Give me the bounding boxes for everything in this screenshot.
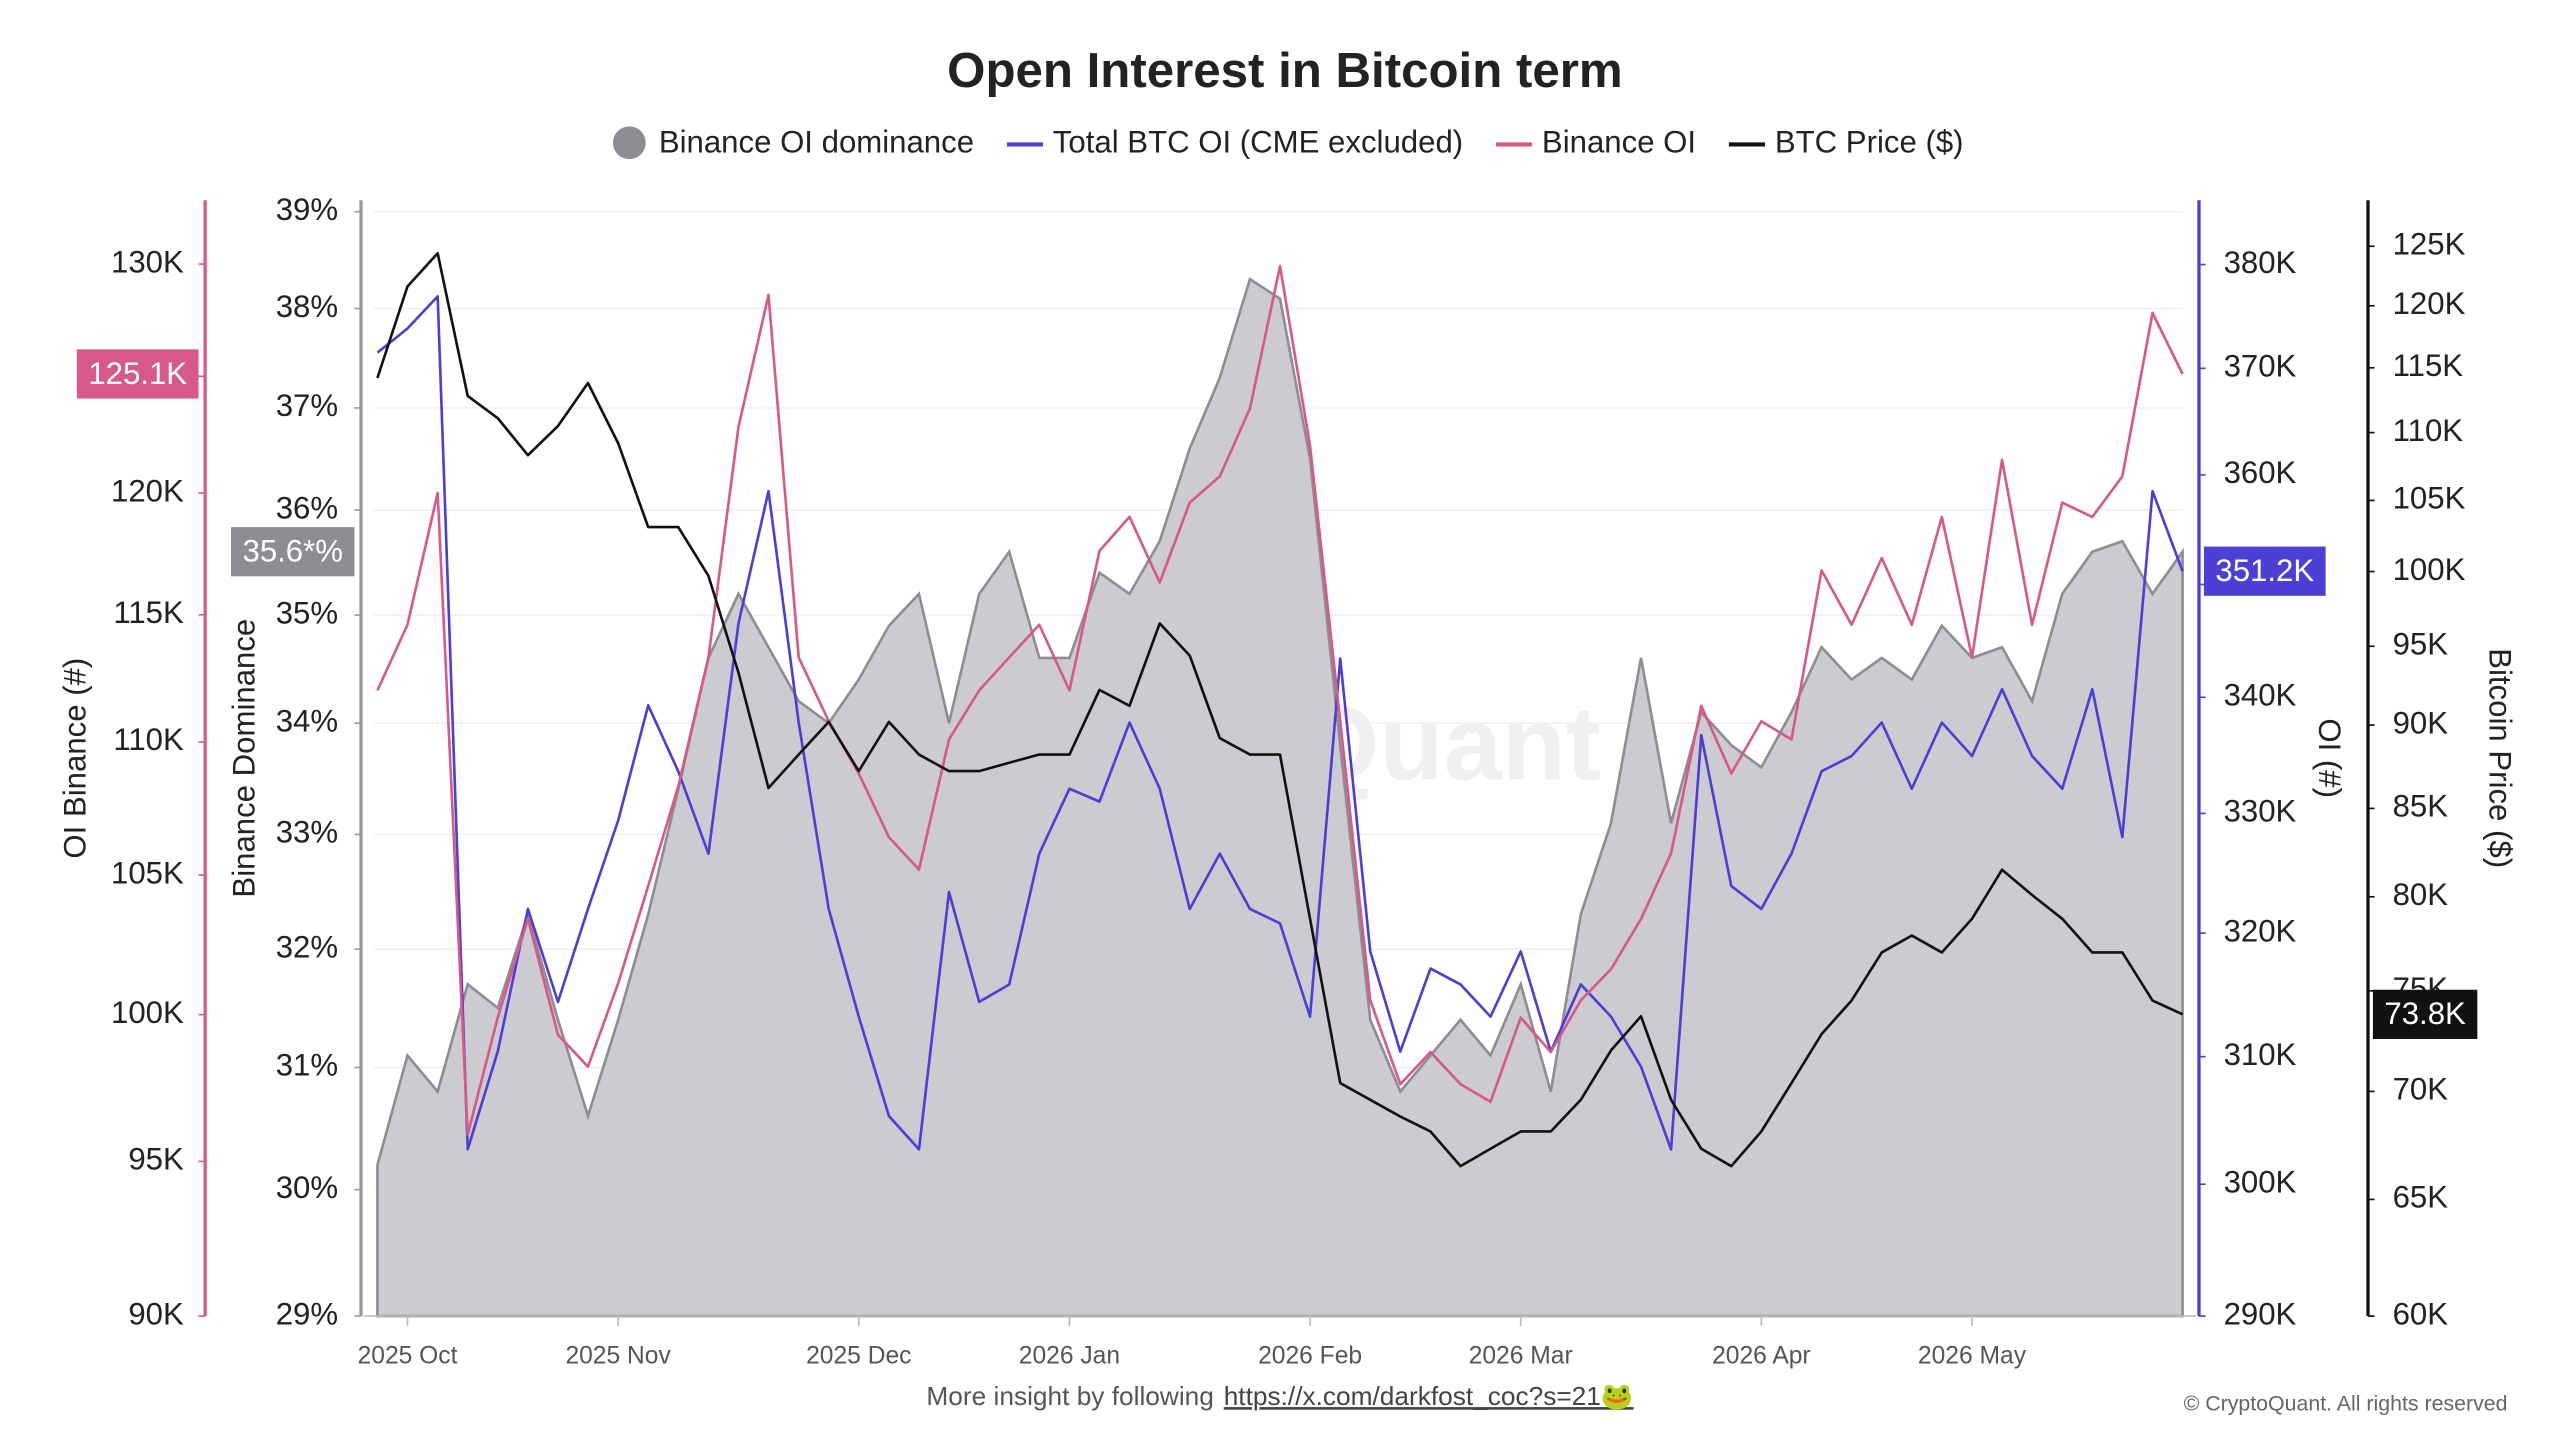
axes: 2025 Oct 2025 Nov 2025 Dec 2026 Jan 2026 Feb… bbox=[57, 192, 2517, 1370]
y-tick-label: 38% bbox=[276, 289, 338, 324]
x-tick-label: 2026 Feb bbox=[1258, 1343, 1362, 1370]
y-tick-label: 29% bbox=[276, 1296, 338, 1331]
y-tick-label: 65K bbox=[2393, 1180, 2449, 1215]
end-label-box bbox=[231, 527, 355, 577]
end-label: 125.1K bbox=[76, 349, 199, 399]
end-label-text: 351.2K bbox=[2215, 553, 2314, 588]
y-tick-label: 35% bbox=[276, 595, 338, 630]
x-tick-label: 2026 May bbox=[1918, 1343, 2027, 1370]
y-tick-label: 95K bbox=[2393, 627, 2449, 662]
legend-label: Total BTC OI (CME excluded) bbox=[1053, 125, 1463, 160]
y-tick-label: 100K bbox=[2393, 552, 2466, 587]
end-label-text: 35.6*% bbox=[243, 534, 343, 569]
end-label-box bbox=[2203, 546, 2326, 596]
end-label-text: 73.8K bbox=[2384, 996, 2466, 1031]
y-tick-label: 290K bbox=[2224, 1296, 2297, 1331]
y-tick-label: 90K bbox=[2393, 705, 2449, 740]
y-axis-title: Binance Dominance bbox=[226, 619, 261, 898]
y-tick-label: 31% bbox=[276, 1048, 338, 1083]
y-tick-label: 105K bbox=[111, 855, 184, 890]
y-axis-title: OI Binance (#) bbox=[57, 658, 92, 859]
y-tick-label: 37% bbox=[276, 388, 338, 423]
footer-link[interactable]: https://x.com/darkfost_coc?s=21🐸 bbox=[1224, 1381, 1634, 1411]
series-line bbox=[376, 251, 2184, 1168]
series-line bbox=[376, 264, 2184, 1136]
copyright: © CryptoQuant. All rights reserved bbox=[2184, 1391, 2508, 1415]
footer: More insight by following https://x.com/d… bbox=[926, 1381, 1633, 1411]
end-label-box bbox=[76, 349, 199, 399]
y-tick-label: 39% bbox=[276, 192, 338, 227]
legend-label: Binance OI bbox=[1542, 125, 1696, 160]
legend-label: Binance OI dominance bbox=[659, 125, 974, 160]
y-tick-label: 32% bbox=[276, 929, 338, 964]
end-label: 73.8K bbox=[2372, 989, 2478, 1039]
y-tick-label: 110K bbox=[2393, 413, 2464, 448]
y-tick-label: 105K bbox=[2393, 481, 2466, 516]
y-axis-title: Bitcoin Price ($) bbox=[2482, 648, 2517, 868]
y-tick-label: 30% bbox=[276, 1170, 338, 1205]
end-label-box bbox=[2372, 989, 2478, 1039]
y-tick-label: 360K bbox=[2224, 455, 2297, 490]
y-tick-label: 33% bbox=[276, 815, 338, 850]
chart-title: Open Interest in Bitcoin term bbox=[947, 43, 1622, 98]
y-tick-label: 330K bbox=[2224, 794, 2297, 829]
y-axis-title: OI (#) bbox=[2312, 718, 2347, 798]
y-tick-label: 100K bbox=[111, 995, 184, 1030]
y-tick-label: 115K bbox=[113, 595, 184, 630]
y-tick-label: 60K bbox=[2393, 1296, 2449, 1331]
end-label-text: 125.1K bbox=[88, 356, 187, 391]
x-tick-label: 2025 Oct bbox=[358, 1343, 458, 1370]
x-tick-label: 2026 Apr bbox=[1712, 1343, 1811, 1370]
y-tick-label: 70K bbox=[2393, 1072, 2449, 1107]
y-tick-label: 90K bbox=[128, 1296, 184, 1331]
y-tick-label: 120K bbox=[111, 473, 184, 508]
footer-text: More insight by following bbox=[926, 1381, 1213, 1411]
y-tick-label: 85K bbox=[2393, 789, 2449, 824]
y-tick-label: 120K bbox=[2393, 286, 2466, 321]
marks bbox=[376, 251, 2184, 1318]
y-tick-label: 34% bbox=[276, 703, 338, 738]
legend: Binance OI dominance Total BTC OI (CME ex… bbox=[612, 125, 1964, 160]
y-tick-label: 320K bbox=[2224, 913, 2297, 948]
legend-label: BTC Price ($) bbox=[1775, 125, 1964, 160]
y-tick-label: 340K bbox=[2224, 678, 2297, 713]
y-tick-label: 80K bbox=[2393, 877, 2449, 912]
y-tick-label: 115K bbox=[2393, 348, 2464, 383]
y-tick-label: 300K bbox=[2224, 1164, 2297, 1199]
end-label: 351.2K bbox=[2203, 546, 2326, 596]
x-tick-label: 2026 Mar bbox=[1469, 1343, 1573, 1370]
x-tick-label: 2025 Dec bbox=[806, 1343, 911, 1370]
y-tick-label: 95K bbox=[128, 1142, 184, 1177]
x-tick-label: 2026 Jan bbox=[1019, 1343, 1120, 1370]
y-tick-label: 36% bbox=[276, 490, 338, 525]
series-line bbox=[376, 295, 2184, 1151]
y-tick-label: 310K bbox=[2224, 1037, 2297, 1072]
y-tick-label: 380K bbox=[2224, 245, 2297, 280]
x-tick-label: 2025 Nov bbox=[565, 1343, 671, 1370]
y-tick-label: 370K bbox=[2224, 349, 2297, 384]
y-tick-label: 125K bbox=[2393, 226, 2466, 261]
y-tick-label: 110K bbox=[113, 722, 184, 757]
end-label: 35.6*% bbox=[231, 527, 355, 577]
y-tick-label: 130K bbox=[111, 244, 184, 279]
legend-marker bbox=[612, 126, 646, 160]
